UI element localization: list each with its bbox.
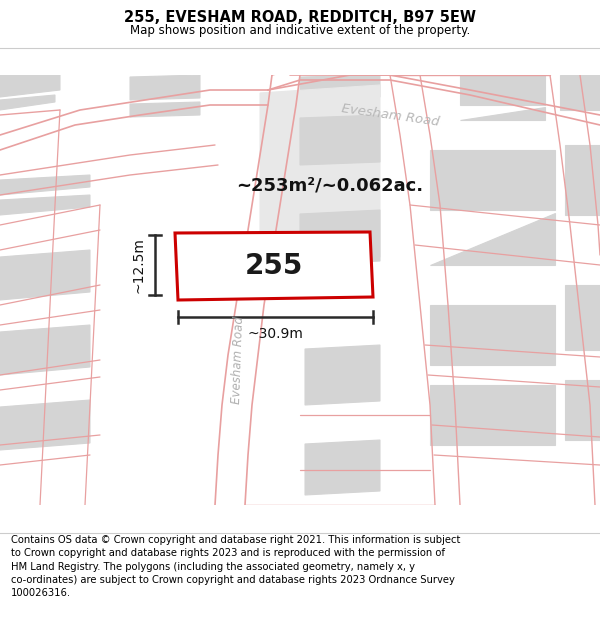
Polygon shape bbox=[560, 75, 600, 110]
Polygon shape bbox=[0, 250, 90, 300]
Polygon shape bbox=[175, 232, 373, 300]
Polygon shape bbox=[565, 145, 600, 215]
Polygon shape bbox=[565, 285, 600, 350]
Polygon shape bbox=[565, 380, 600, 440]
Polygon shape bbox=[260, 85, 380, 265]
Polygon shape bbox=[460, 107, 545, 120]
Text: 255, EVESHAM ROAD, REDDITCH, B97 5EW: 255, EVESHAM ROAD, REDDITCH, B97 5EW bbox=[124, 11, 476, 26]
Polygon shape bbox=[0, 325, 90, 375]
Text: Evesham Road: Evesham Road bbox=[340, 102, 440, 128]
Text: Map shows position and indicative extent of the property.: Map shows position and indicative extent… bbox=[130, 24, 470, 37]
Text: ~253m²/~0.062ac.: ~253m²/~0.062ac. bbox=[236, 176, 424, 194]
Text: 255: 255 bbox=[245, 251, 303, 279]
Polygon shape bbox=[430, 385, 555, 445]
Polygon shape bbox=[430, 213, 555, 265]
Text: ~30.9m: ~30.9m bbox=[248, 327, 304, 341]
Polygon shape bbox=[0, 400, 90, 450]
Polygon shape bbox=[0, 75, 60, 97]
Polygon shape bbox=[130, 102, 200, 117]
Polygon shape bbox=[0, 195, 90, 215]
Polygon shape bbox=[130, 75, 200, 100]
Polygon shape bbox=[430, 150, 555, 210]
Polygon shape bbox=[460, 75, 545, 105]
Text: Evesham Road: Evesham Road bbox=[230, 316, 246, 404]
Polygon shape bbox=[300, 210, 380, 265]
Text: ~12.5m: ~12.5m bbox=[131, 237, 145, 293]
Polygon shape bbox=[0, 95, 55, 110]
Text: Contains OS data © Crown copyright and database right 2021. This information is : Contains OS data © Crown copyright and d… bbox=[11, 535, 460, 598]
Polygon shape bbox=[430, 305, 555, 365]
Polygon shape bbox=[0, 175, 90, 195]
Polygon shape bbox=[305, 440, 380, 495]
Polygon shape bbox=[300, 75, 380, 100]
Polygon shape bbox=[300, 115, 380, 165]
Polygon shape bbox=[305, 345, 380, 405]
